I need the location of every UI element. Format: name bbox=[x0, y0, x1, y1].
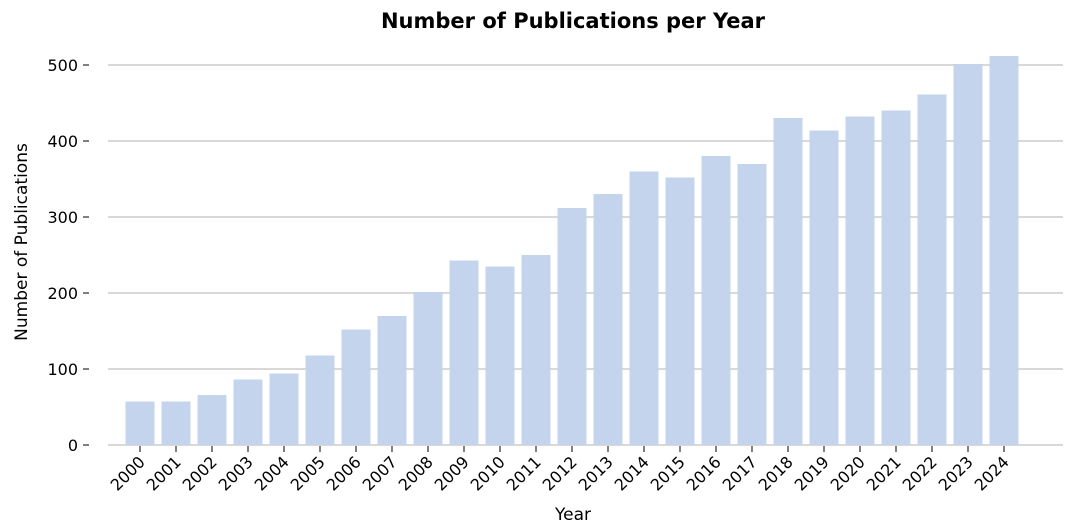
x-tick-label: 2012 bbox=[539, 452, 581, 494]
bar-2006 bbox=[341, 329, 371, 445]
x-tick-label: 2018 bbox=[755, 452, 797, 494]
x-tick-label: 2015 bbox=[647, 452, 689, 494]
x-tick-label: 2023 bbox=[935, 452, 977, 494]
y-tick-label: 400 bbox=[47, 132, 78, 151]
x-axis-label: Year bbox=[554, 505, 591, 525]
bar-2009 bbox=[449, 260, 479, 445]
y-axis-ticks: 0 100 200 300 400 500 bbox=[47, 56, 89, 455]
bar-2003 bbox=[233, 379, 263, 445]
bar-2017 bbox=[737, 163, 767, 446]
x-tick-label: 2020 bbox=[827, 452, 869, 494]
bar-2007 bbox=[377, 315, 407, 445]
bar-2012 bbox=[557, 207, 587, 445]
bar-2021 bbox=[881, 110, 911, 445]
x-tick-label: 2021 bbox=[863, 452, 905, 494]
y-tick-label: 100 bbox=[47, 360, 78, 379]
y-tick-label: 200 bbox=[47, 284, 78, 303]
y-axis-label: Number of Publications bbox=[12, 143, 32, 341]
x-tick-label: 2022 bbox=[899, 452, 941, 494]
bar-2010 bbox=[485, 266, 515, 445]
bar-2002 bbox=[197, 394, 227, 445]
bar-2001 bbox=[161, 401, 191, 445]
bar-2024 bbox=[989, 55, 1019, 445]
x-tick-label: 2014 bbox=[611, 452, 653, 494]
x-tick-label: 2003 bbox=[215, 452, 257, 494]
bar-2019 bbox=[809, 130, 839, 446]
x-tick-label: 2016 bbox=[683, 452, 725, 494]
x-tick-label: 2000 bbox=[107, 452, 149, 494]
x-tick-label: 2007 bbox=[359, 452, 401, 494]
bar-2022 bbox=[917, 94, 947, 445]
bar-2015 bbox=[665, 177, 695, 446]
bar-2013 bbox=[593, 194, 623, 445]
x-tick-label: 2011 bbox=[503, 452, 545, 494]
y-tick-label: 0 bbox=[68, 436, 78, 455]
bar-2014 bbox=[629, 171, 659, 445]
y-tick-label: 300 bbox=[47, 208, 78, 227]
bar-2008 bbox=[413, 292, 443, 445]
chart-title: Number of Publications per Year bbox=[381, 9, 766, 33]
x-tick-label: 2019 bbox=[791, 452, 833, 494]
x-tick-label: 2001 bbox=[143, 452, 185, 494]
bars bbox=[125, 55, 1019, 446]
x-tick-label: 2024 bbox=[971, 452, 1013, 494]
x-tick-label: 2013 bbox=[575, 452, 617, 494]
bar-2000 bbox=[125, 401, 155, 445]
x-tick-label: 2004 bbox=[251, 452, 293, 494]
x-tick-label: 2017 bbox=[719, 452, 761, 494]
x-tick-label: 2009 bbox=[431, 452, 473, 494]
bar-2018 bbox=[773, 118, 803, 445]
x-axis-ticks: 2000200120022003200420052006200720082009… bbox=[107, 446, 1013, 495]
bar-2005 bbox=[305, 355, 335, 445]
bar-2004 bbox=[269, 373, 299, 445]
bar-2020 bbox=[845, 116, 875, 446]
x-tick-label: 2002 bbox=[179, 452, 221, 494]
bar-2023 bbox=[953, 64, 983, 446]
bar-2016 bbox=[701, 156, 731, 445]
x-tick-label: 2005 bbox=[287, 452, 329, 494]
bar-2011 bbox=[521, 255, 551, 445]
x-tick-label: 2008 bbox=[395, 452, 437, 494]
x-tick-label: 2010 bbox=[467, 452, 509, 494]
y-tick-label: 500 bbox=[47, 56, 78, 75]
x-tick-label: 2006 bbox=[323, 452, 365, 494]
